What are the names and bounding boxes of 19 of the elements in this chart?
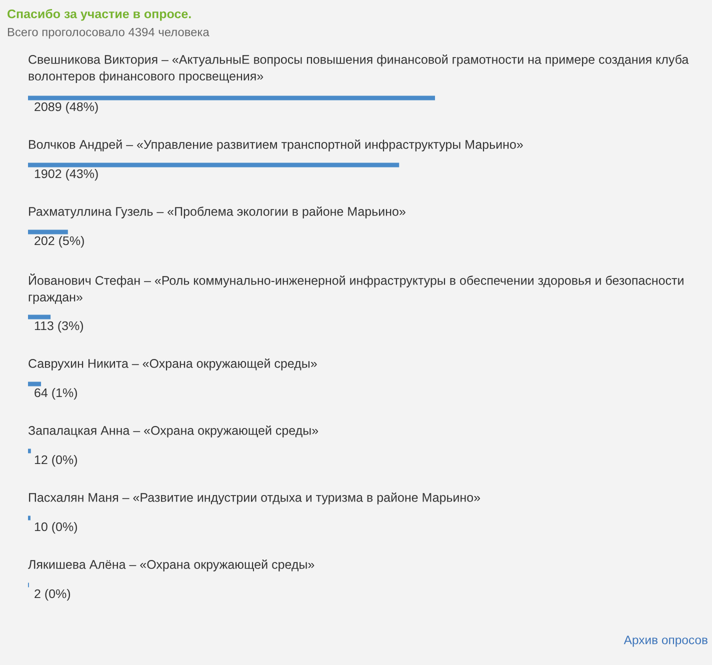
y-tick-label: Лякишева Алёна – «Охрана окружающей среды» (28, 560, 314, 572)
data-label: 202 (5%) (34, 236, 84, 248)
y-tick-label: Свешникова Виктория – «АктуальныЕ вопросы повышения финансовой грамотности на примере создания клуба волонтеров финансового просвещения» (28, 54, 689, 84)
data-label: 2 (0%) (34, 589, 70, 601)
y-tick-label: Саврухин Никита – «Охрана окружающей среды» (28, 358, 317, 370)
data-label: 12 (0%) (34, 455, 77, 467)
y-tick-label: Рахматуллина Гузель – «Проблема экологии в районе Марьино» (29, 206, 406, 218)
text: Архив опросов (624, 636, 708, 647)
data-label: 64 (1%) (34, 388, 77, 400)
y-tick-label: Волчков Андрей – «Управление развитием транспортной инфраструктуры Марьино» (29, 140, 523, 152)
data-label: 113 (3%) (34, 321, 84, 333)
chart-subtitle: Всего проголосовало 4394 человека (8, 28, 210, 39)
data-label: 2089 (48%) (34, 102, 98, 114)
data-label: 10 (0%) (34, 522, 77, 534)
chart-title: Спасибо за участие в опросе. (8, 9, 191, 21)
y-tick-label: Пасхалян Маня – «Развитие индустрии отдыха и туризма в районе Марьино» (29, 492, 480, 504)
data-label: 1902 (43%) (34, 169, 98, 181)
y-tick-label: Йованович Стефан – «Роль коммунально-инженерной инфраструктуры в обеспечении здоровья и безопасности граждан» (28, 274, 684, 304)
y-tick-label: Запалацкая Анна – «Охрана окружающей среды» (28, 426, 318, 438)
